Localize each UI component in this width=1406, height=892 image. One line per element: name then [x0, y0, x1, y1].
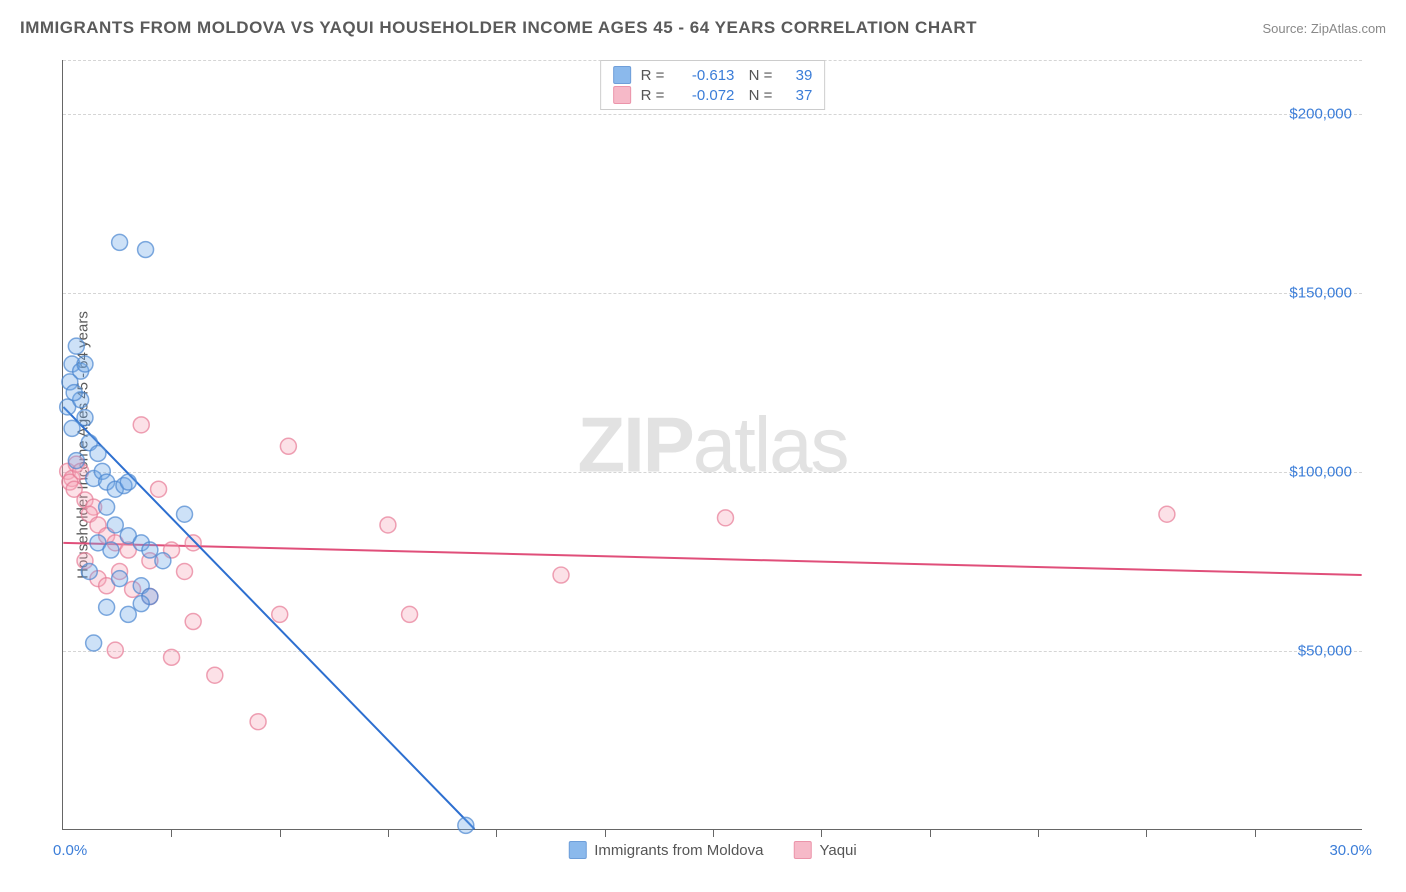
legend-item-1: Immigrants from Moldova	[568, 841, 763, 859]
data-point	[64, 420, 80, 436]
data-point	[272, 606, 288, 622]
chart-title: IMMIGRANTS FROM MOLDOVA VS YAQUI HOUSEHO…	[20, 18, 977, 38]
data-point	[133, 596, 149, 612]
data-point	[177, 506, 193, 522]
r-value-2: -0.072	[674, 87, 734, 104]
legend-label-2: Yaqui	[819, 842, 856, 859]
x-tick	[388, 829, 389, 837]
n-value-2: 37	[782, 87, 812, 104]
legend-label-1: Immigrants from Moldova	[594, 842, 763, 859]
data-point	[86, 635, 102, 651]
regression-line	[63, 543, 1361, 575]
x-tick	[1146, 829, 1147, 837]
legend-swatch-1	[568, 841, 586, 859]
stats-row-2: R = -0.072 N = 37	[613, 85, 813, 105]
data-point	[120, 474, 136, 490]
swatch-series1	[613, 66, 631, 84]
data-point	[164, 649, 180, 665]
data-point	[133, 417, 149, 433]
scatter-svg	[63, 60, 1362, 829]
x-max-label: 30.0%	[1329, 842, 1372, 859]
data-point	[142, 542, 158, 558]
data-point	[155, 553, 171, 569]
x-tick	[1255, 829, 1256, 837]
data-point	[185, 614, 201, 630]
stats-box: R = -0.613 N = 39 R = -0.072 N = 37	[600, 60, 826, 110]
stats-row-1: R = -0.613 N = 39	[613, 65, 813, 85]
data-point	[99, 499, 115, 515]
data-point	[77, 356, 93, 372]
data-point	[1159, 506, 1175, 522]
x-tick	[496, 829, 497, 837]
data-point	[250, 714, 266, 730]
data-point	[107, 642, 123, 658]
data-point	[458, 817, 474, 833]
data-point	[66, 385, 82, 401]
data-point	[717, 510, 733, 526]
r-label: R =	[641, 67, 665, 84]
data-point	[207, 667, 223, 683]
data-point	[112, 234, 128, 250]
x-tick	[171, 829, 172, 837]
header: IMMIGRANTS FROM MOLDOVA VS YAQUI HOUSEHO…	[20, 18, 1386, 38]
x-tick	[930, 829, 931, 837]
plot-area: Householder Income Ages 45 - 64 years $5…	[62, 60, 1362, 830]
data-point	[103, 542, 119, 558]
data-point	[81, 563, 97, 579]
data-point	[553, 567, 569, 583]
r-label-2: R =	[641, 87, 665, 104]
data-point	[185, 535, 201, 551]
data-point	[68, 338, 84, 354]
x-tick	[1038, 829, 1039, 837]
legend-bottom: Immigrants from Moldova Yaqui	[568, 841, 856, 859]
data-point	[151, 481, 167, 497]
x-tick	[821, 829, 822, 837]
x-tick	[713, 829, 714, 837]
n-label: N =	[744, 67, 772, 84]
n-value-1: 39	[782, 67, 812, 84]
data-point	[90, 445, 106, 461]
data-point	[77, 410, 93, 426]
n-label-2: N =	[744, 87, 772, 104]
legend-swatch-2	[793, 841, 811, 859]
data-point	[120, 606, 136, 622]
x-tick	[280, 829, 281, 837]
data-point	[380, 517, 396, 533]
data-point	[402, 606, 418, 622]
swatch-series2	[613, 86, 631, 104]
data-point	[68, 453, 84, 469]
data-point	[138, 242, 154, 258]
data-point	[107, 517, 123, 533]
data-point	[177, 563, 193, 579]
x-tick	[605, 829, 606, 837]
legend-item-2: Yaqui	[793, 841, 856, 859]
r-value-1: -0.613	[674, 67, 734, 84]
data-point	[280, 438, 296, 454]
source-label: Source: ZipAtlas.com	[1262, 21, 1386, 36]
data-point	[112, 571, 128, 587]
x-min-label: 0.0%	[53, 842, 87, 859]
data-point	[99, 599, 115, 615]
